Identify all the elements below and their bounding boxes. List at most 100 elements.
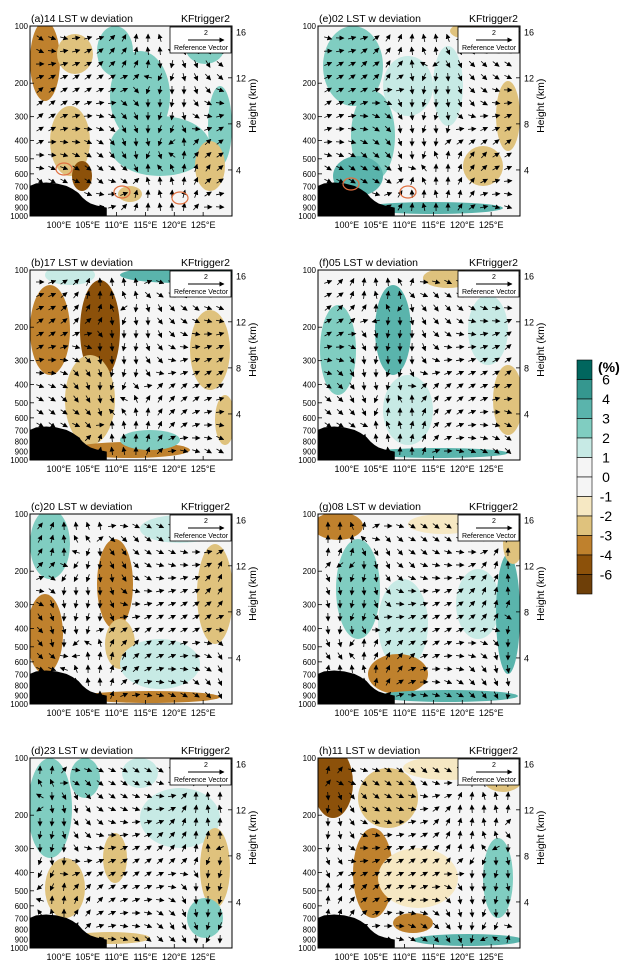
wind-vector <box>360 35 369 41</box>
wind-vector <box>109 433 115 443</box>
wind-vector <box>109 138 115 146</box>
height-tick-label: 12 <box>524 317 534 327</box>
wind-vector <box>384 113 392 119</box>
wind-vector <box>324 383 332 389</box>
pressure-tick-label: 800 <box>15 194 29 203</box>
wind-vector <box>97 612 103 622</box>
pressure-tick-label: 300 <box>15 113 29 122</box>
wind-vector <box>385 369 391 378</box>
pressure-tick-label: 1000 <box>10 944 28 953</box>
shading-region <box>50 106 90 176</box>
wind-vector <box>168 139 176 145</box>
wind-vector <box>372 35 380 41</box>
plot-frame <box>29 269 233 461</box>
wind-vector <box>469 164 475 172</box>
wind-vector <box>180 305 188 311</box>
wind-vector <box>157 304 163 313</box>
wind-vector <box>181 150 187 160</box>
wind-vector <box>204 396 213 402</box>
wind-vector <box>504 113 513 119</box>
pressure-tick-label: 800 <box>303 438 317 447</box>
wind-vector <box>73 304 79 312</box>
wind-vector <box>204 178 212 184</box>
wind-vector <box>60 87 68 93</box>
pressure-tick-label: 100 <box>15 510 29 519</box>
plot-frame <box>317 25 521 217</box>
wind-vector <box>83 126 93 132</box>
wind-vector <box>336 331 344 337</box>
wind-vector <box>133 99 139 107</box>
lon-tick-label: 100°E <box>335 220 360 230</box>
height-tick-label: 12 <box>236 561 246 571</box>
height-tick-label: 8 <box>236 119 241 129</box>
wind-vector <box>121 60 127 68</box>
wind-vector <box>408 291 416 299</box>
height-tick-label: 8 <box>236 607 241 617</box>
lon-tick-label: 120°E <box>162 464 187 474</box>
wind-vector <box>432 330 440 338</box>
height-tick-label: 16 <box>524 515 534 525</box>
reference-vector-label: Reference Vector <box>174 777 229 784</box>
wind-vector <box>336 318 344 324</box>
plot-frame <box>29 25 233 217</box>
wind-vector <box>72 165 80 171</box>
wind-vector <box>361 599 367 609</box>
wind-vector <box>120 87 129 93</box>
height-axis-label: Height (km) <box>535 323 547 377</box>
wind-vector <box>409 33 415 43</box>
wind-vector <box>132 382 140 390</box>
wind-vector <box>323 357 333 363</box>
height-tick-label: 4 <box>524 897 529 907</box>
lon-tick-label: 120°E <box>450 220 475 230</box>
shading-region <box>45 270 95 285</box>
lon-tick-label: 120°E <box>450 708 475 718</box>
wind-vector <box>60 165 69 171</box>
wind-vector <box>133 355 139 365</box>
height-tick-label: 12 <box>236 317 246 327</box>
wind-vector <box>133 290 139 299</box>
wind-vector <box>324 35 333 41</box>
wind-vector <box>504 61 512 67</box>
wind-vector <box>397 304 403 312</box>
wind-vector <box>191 126 201 132</box>
panel-h: (h)11 LST w deviation KFtrigger2 100 200 300… <box>298 745 547 962</box>
wind-vector <box>192 422 201 428</box>
wind-vector <box>60 292 68 298</box>
wind-vector <box>36 126 44 132</box>
wind-vector <box>120 165 128 171</box>
wind-vector <box>84 331 93 337</box>
wind-vector <box>179 344 189 350</box>
wind-vector <box>384 125 392 133</box>
wind-vector <box>84 35 93 41</box>
wind-vector <box>384 191 393 197</box>
wind-vector <box>145 151 151 160</box>
wind-vector <box>409 85 415 95</box>
wind-vector <box>397 46 403 55</box>
wind-vector <box>192 448 201 454</box>
pressure-tick-label: 600 <box>303 658 317 667</box>
colorbar-label: -6 <box>600 567 613 583</box>
pressure-tick-label: 700 <box>303 427 317 436</box>
pressure-tick-label: 300 <box>303 113 317 122</box>
wind-vector <box>204 138 212 146</box>
wind-vector <box>85 395 91 403</box>
wind-vector <box>120 305 128 311</box>
wind-vector <box>48 178 56 184</box>
wind-vector <box>180 318 188 324</box>
pressure-tick-label: 300 <box>15 357 29 366</box>
wind-vector <box>109 382 115 391</box>
wind-vector <box>457 86 463 95</box>
wind-vector <box>409 176 415 185</box>
wind-vector <box>180 396 188 402</box>
wind-vector <box>216 344 225 350</box>
wind-vector <box>504 370 512 376</box>
wind-vector <box>48 279 57 285</box>
wind-vector <box>324 318 332 324</box>
wind-vector <box>84 48 92 54</box>
wind-vector <box>216 191 225 197</box>
wind-vector <box>85 369 91 377</box>
wind-vector <box>503 178 513 184</box>
circle-l1 <box>342 177 360 191</box>
wind-vector <box>144 279 153 285</box>
wind-vector <box>445 98 451 108</box>
